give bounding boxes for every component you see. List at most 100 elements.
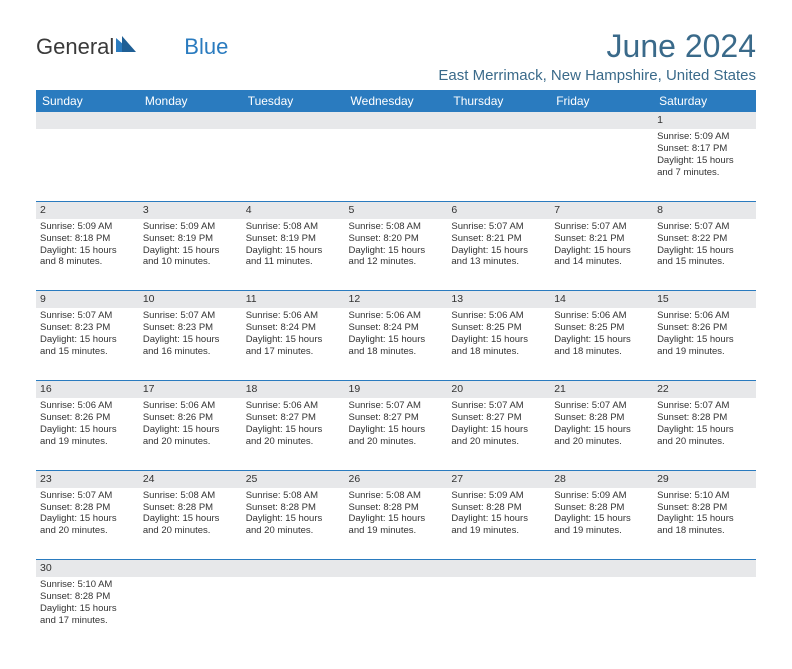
day-number-cell	[345, 560, 448, 578]
day-cell: Sunrise: 5:07 AMSunset: 8:28 PMDaylight:…	[653, 398, 756, 470]
day-header: Saturday	[653, 90, 756, 112]
daylight-text: Daylight: 15 hours	[246, 334, 341, 346]
daylight-text: and 20 minutes.	[246, 525, 341, 537]
empty-cell	[242, 129, 345, 201]
daynum-row: 2345678	[36, 201, 756, 219]
sunset-text: Sunset: 8:19 PM	[143, 233, 238, 245]
daylight-text: and 19 minutes.	[657, 346, 752, 358]
day-cell: Sunrise: 5:08 AMSunset: 8:20 PMDaylight:…	[345, 219, 448, 291]
day-cell: Sunrise: 5:07 AMSunset: 8:28 PMDaylight:…	[550, 398, 653, 470]
day-number-cell: 6	[447, 201, 550, 219]
week-row: Sunrise: 5:07 AMSunset: 8:28 PMDaylight:…	[36, 488, 756, 560]
sunset-text: Sunset: 8:27 PM	[349, 412, 444, 424]
day-cell: Sunrise: 5:06 AMSunset: 8:27 PMDaylight:…	[242, 398, 345, 470]
day-number-cell: 30	[36, 560, 139, 578]
day-cell: Sunrise: 5:06 AMSunset: 8:26 PMDaylight:…	[653, 308, 756, 380]
daylight-text: and 11 minutes.	[246, 256, 341, 268]
sunrise-text: Sunrise: 5:08 AM	[349, 221, 444, 233]
day-number-cell: 13	[447, 291, 550, 309]
day-cell: Sunrise: 5:08 AMSunset: 8:28 PMDaylight:…	[345, 488, 448, 560]
day-number-cell	[345, 112, 448, 129]
day-number-cell: 18	[242, 380, 345, 398]
sunset-text: Sunset: 8:27 PM	[246, 412, 341, 424]
sunset-text: Sunset: 8:24 PM	[349, 322, 444, 334]
day-number-cell: 12	[345, 291, 448, 309]
day-cell: Sunrise: 5:07 AMSunset: 8:27 PMDaylight:…	[345, 398, 448, 470]
day-number-cell: 7	[550, 201, 653, 219]
empty-cell	[345, 129, 448, 201]
empty-cell	[139, 577, 242, 649]
day-number-cell: 25	[242, 470, 345, 488]
week-row: Sunrise: 5:06 AMSunset: 8:26 PMDaylight:…	[36, 398, 756, 470]
sunset-text: Sunset: 8:28 PM	[246, 502, 341, 514]
empty-cell	[550, 129, 653, 201]
day-cell: Sunrise: 5:06 AMSunset: 8:24 PMDaylight:…	[345, 308, 448, 380]
day-cell: Sunrise: 5:07 AMSunset: 8:23 PMDaylight:…	[36, 308, 139, 380]
daylight-text: Daylight: 15 hours	[451, 424, 546, 436]
empty-cell	[242, 577, 345, 649]
day-header-row: SundayMondayTuesdayWednesdayThursdayFrid…	[36, 90, 756, 112]
daylight-text: and 19 minutes.	[349, 525, 444, 537]
daylight-text: and 18 minutes.	[657, 525, 752, 537]
day-number-cell: 3	[139, 201, 242, 219]
daylight-text: Daylight: 15 hours	[40, 603, 135, 615]
daylight-text: and 18 minutes.	[554, 346, 649, 358]
day-cell: Sunrise: 5:09 AMSunset: 8:18 PMDaylight:…	[36, 219, 139, 291]
sunrise-text: Sunrise: 5:06 AM	[246, 400, 341, 412]
day-number-cell	[653, 560, 756, 578]
sunset-text: Sunset: 8:28 PM	[40, 591, 135, 603]
sunset-text: Sunset: 8:17 PM	[657, 143, 752, 155]
day-cell: Sunrise: 5:08 AMSunset: 8:19 PMDaylight:…	[242, 219, 345, 291]
sunset-text: Sunset: 8:28 PM	[657, 412, 752, 424]
day-cell: Sunrise: 5:07 AMSunset: 8:22 PMDaylight:…	[653, 219, 756, 291]
month-title: June 2024	[438, 28, 756, 65]
sunset-text: Sunset: 8:23 PM	[40, 322, 135, 334]
sunrise-text: Sunrise: 5:07 AM	[657, 400, 752, 412]
sunset-text: Sunset: 8:19 PM	[246, 233, 341, 245]
day-cell: Sunrise: 5:06 AMSunset: 8:25 PMDaylight:…	[550, 308, 653, 380]
logo-text-blue: Blue	[184, 34, 228, 60]
daylight-text: Daylight: 15 hours	[143, 334, 238, 346]
day-cell: Sunrise: 5:06 AMSunset: 8:25 PMDaylight:…	[447, 308, 550, 380]
sunset-text: Sunset: 8:21 PM	[554, 233, 649, 245]
daylight-text: Daylight: 15 hours	[554, 513, 649, 525]
empty-cell	[550, 577, 653, 649]
daylight-text: and 20 minutes.	[246, 436, 341, 448]
sunrise-text: Sunrise: 5:08 AM	[349, 490, 444, 502]
sunrise-text: Sunrise: 5:06 AM	[246, 310, 341, 322]
sunrise-text: Sunrise: 5:08 AM	[143, 490, 238, 502]
location-subtitle: East Merrimack, New Hampshire, United St…	[438, 67, 756, 84]
sunset-text: Sunset: 8:18 PM	[40, 233, 135, 245]
daylight-text: and 17 minutes.	[40, 615, 135, 627]
daynum-row: 23242526272829	[36, 470, 756, 488]
daylight-text: and 17 minutes.	[246, 346, 341, 358]
daylight-text: Daylight: 15 hours	[657, 334, 752, 346]
daynum-row: 9101112131415	[36, 291, 756, 309]
logo-text-general: General	[36, 34, 114, 60]
empty-cell	[653, 577, 756, 649]
day-number-cell	[242, 112, 345, 129]
daylight-text: and 16 minutes.	[143, 346, 238, 358]
day-number-cell	[550, 560, 653, 578]
sunrise-text: Sunrise: 5:06 AM	[451, 310, 546, 322]
day-cell: Sunrise: 5:07 AMSunset: 8:21 PMDaylight:…	[550, 219, 653, 291]
day-cell: Sunrise: 5:07 AMSunset: 8:23 PMDaylight:…	[139, 308, 242, 380]
sunrise-text: Sunrise: 5:06 AM	[349, 310, 444, 322]
sunset-text: Sunset: 8:28 PM	[143, 502, 238, 514]
sunrise-text: Sunrise: 5:09 AM	[554, 490, 649, 502]
daylight-text: Daylight: 15 hours	[349, 334, 444, 346]
week-row: Sunrise: 5:07 AMSunset: 8:23 PMDaylight:…	[36, 308, 756, 380]
calendar-page: General Blue June 2024 East Merrimack, N…	[0, 0, 792, 669]
daylight-text: Daylight: 15 hours	[554, 424, 649, 436]
daynum-row: 30	[36, 560, 756, 578]
daylight-text: and 8 minutes.	[40, 256, 135, 268]
day-number-cell	[447, 112, 550, 129]
day-number-cell: 15	[653, 291, 756, 309]
sunrise-text: Sunrise: 5:09 AM	[143, 221, 238, 233]
sunset-text: Sunset: 8:24 PM	[246, 322, 341, 334]
day-cell: Sunrise: 5:09 AMSunset: 8:17 PMDaylight:…	[653, 129, 756, 201]
day-number-cell: 5	[345, 201, 448, 219]
day-number-cell: 19	[345, 380, 448, 398]
daylight-text: Daylight: 15 hours	[349, 513, 444, 525]
day-number-cell: 28	[550, 470, 653, 488]
